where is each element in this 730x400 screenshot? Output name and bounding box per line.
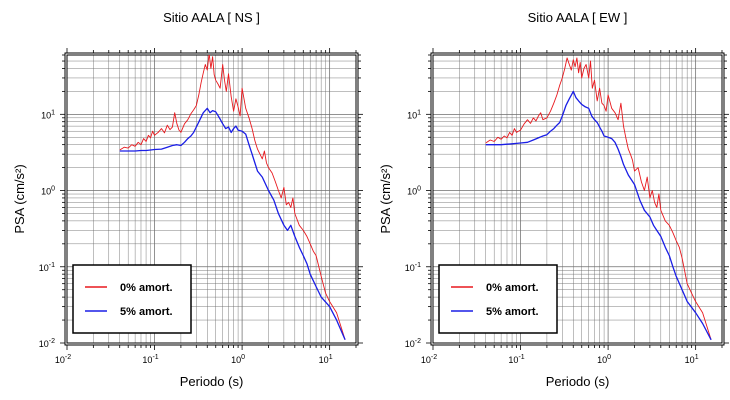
y-tick-label: 101 (41, 109, 55, 120)
y-tick-label-base: 10 (405, 339, 415, 349)
ticks (60, 48, 363, 350)
y-tick-label-base: 10 (405, 263, 415, 273)
x-tick-label-base: 10 (685, 355, 695, 365)
plot-frame (432, 54, 723, 344)
y-tick-label-exponent: -1 (415, 262, 421, 269)
y-tick-label: 100 (407, 186, 421, 197)
y-tick-label-exponent: -1 (49, 262, 55, 269)
legend: 0% amort. 5% amort. (72, 264, 192, 334)
y-tick-label-exponent: -2 (49, 338, 55, 345)
legend: 0% amort. 5% amort. (438, 264, 558, 334)
y-tick-label-base: 10 (407, 110, 417, 120)
y-tick-label: 100 (41, 186, 55, 197)
chart-title: Sitio AALA [ EW ] (528, 10, 628, 25)
x-tick-label-exponent: 1 (695, 354, 699, 361)
x-tick-label: 101 (685, 354, 699, 365)
series-group (485, 57, 712, 341)
x-tick-label-exponent: -2 (431, 354, 437, 361)
x-tick-label: 100 (231, 354, 245, 365)
plot-frame-outer (64, 52, 359, 346)
y-tick-label: 10-2 (39, 338, 55, 349)
x-tick-label-base: 10 (421, 355, 431, 365)
x-tick-label: 100 (597, 354, 611, 365)
x-tick-label: 10-1 (508, 354, 524, 365)
plot-frame (66, 54, 357, 344)
plot-frame-outer (430, 52, 725, 346)
y-axis-label: PSA (cm/s²) (12, 164, 27, 233)
series-group (119, 55, 346, 341)
y-tick-label-exponent: 0 (51, 186, 55, 193)
series-line-damped (485, 90, 712, 341)
x-axis-label: Periodo (s) (546, 374, 610, 389)
y-tick-label-base: 10 (39, 263, 49, 273)
y-tick-label-base: 10 (41, 110, 51, 120)
y-tick-label: 101 (407, 109, 421, 120)
x-tick-label-exponent: -1 (518, 354, 524, 361)
x-tick-label-exponent: 0 (241, 354, 245, 361)
ticks (426, 48, 729, 350)
y-tick-label-base: 10 (407, 187, 417, 197)
x-tick-label-base: 10 (508, 355, 518, 365)
y-tick-label-exponent: 1 (51, 109, 55, 116)
y-tick-label-exponent: 1 (417, 109, 421, 116)
grid (432, 54, 723, 344)
x-tick-label-exponent: -1 (152, 354, 158, 361)
y-tick-label: 10-1 (39, 262, 55, 273)
y-tick-label: 10-1 (405, 262, 421, 273)
x-tick-label-base: 10 (142, 355, 152, 365)
x-tick-label-base: 10 (231, 355, 241, 365)
legend-box (72, 264, 192, 334)
legend-label: 0% amort. (486, 282, 539, 294)
legend-label: 0% amort. (120, 282, 173, 294)
x-tick-label: 10-1 (142, 354, 158, 365)
y-tick-label-exponent: 0 (417, 186, 421, 193)
legend-box (438, 264, 558, 334)
y-tick-label-exponent: -2 (415, 338, 421, 345)
x-tick-label-base: 10 (597, 355, 607, 365)
x-tick-label-base: 10 (319, 355, 329, 365)
y-axis-label: PSA (cm/s²) (378, 164, 393, 233)
series-line-damped (119, 107, 346, 341)
x-axis-label: Periodo (s) (180, 374, 244, 389)
y-tick-label-base: 10 (39, 339, 49, 349)
x-tick-label-exponent: 1 (329, 354, 333, 361)
x-tick-label: 10-2 (421, 354, 437, 365)
series-line-undamped (119, 55, 346, 340)
x-tick-label: 10-2 (55, 354, 71, 365)
x-tick-label-exponent: 0 (607, 354, 611, 361)
series-line-undamped (485, 57, 712, 340)
x-tick-label: 101 (319, 354, 333, 365)
legend-label: 5% amort. (486, 306, 539, 318)
legend-label: 5% amort. (120, 306, 173, 318)
y-tick-label: 10-2 (405, 338, 421, 349)
y-tick-label-base: 10 (41, 187, 51, 197)
x-tick-label-base: 10 (55, 355, 65, 365)
chart-title: Sitio AALA [ NS ] (163, 10, 260, 25)
x-tick-label-exponent: -2 (65, 354, 71, 361)
